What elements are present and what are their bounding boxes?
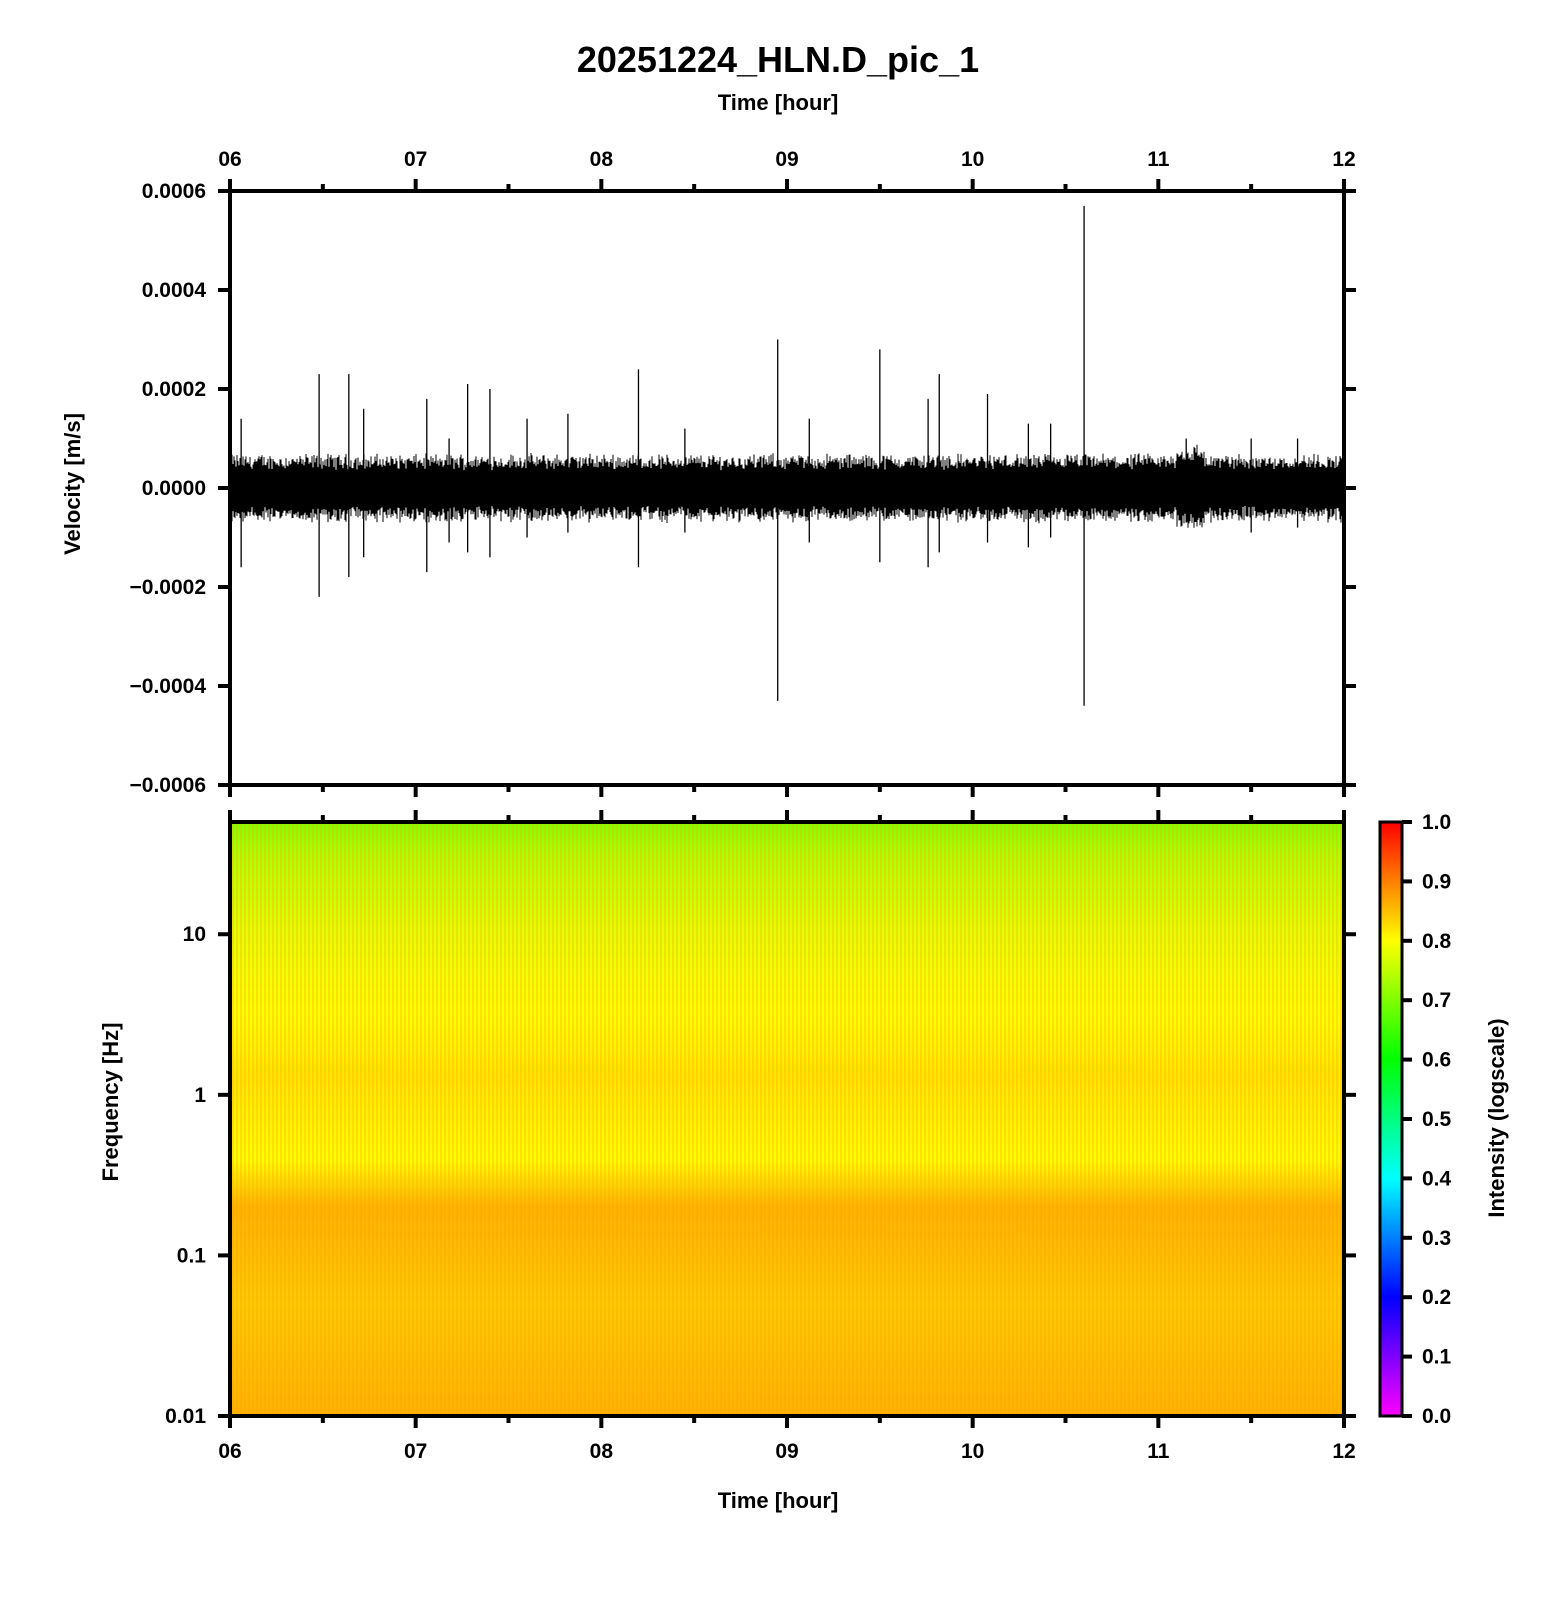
top-x-tick-label: 11 <box>1147 148 1170 171</box>
spectrogram-y-tick-label: 0.1 <box>177 1244 207 1267</box>
waveform-panel: 06 07 08 09 10 11 12 0.0006 0.0004 0.0002 0.0000 −0… <box>130 148 1356 797</box>
top-x-axis-label: Time [hour] <box>718 90 839 115</box>
waveform-y-tick-label: 0.0000 <box>142 477 206 500</box>
top-x-tick-label: 09 <box>775 148 798 171</box>
spectrogram-axes: 06 07 08 09 10 11 12 10 1 0.1 0.01 <box>165 810 1356 1463</box>
waveform-y-tick-label: −0.0004 <box>130 675 207 698</box>
bottom-x-tick-label: 07 <box>404 1440 427 1463</box>
colorbar-tick-label: 0.0 <box>1422 1405 1451 1428</box>
colorbar-tick-label: 0.5 <box>1422 1108 1452 1131</box>
top-x-tick-label: 06 <box>218 148 241 171</box>
bottom-x-axis-label: Time [hour] <box>718 1488 839 1513</box>
colorbar-tick-label: 0.1 <box>1422 1346 1452 1369</box>
colorbar-ticks: 0.0 0.1 0.2 0.3 0.4 0.5 0.6 0.7 0.8 0.9 1.0 <box>1402 811 1452 1428</box>
bottom-x-tick-label: 12 <box>1332 1440 1355 1463</box>
waveform-y-axis-label: Velocity [m/s] <box>60 413 85 555</box>
waveform-y-tick-label: −0.0006 <box>130 774 207 797</box>
waveform-axes: 06 07 08 09 10 11 12 0.0006 0.0004 0.0002 0.0000 −0… <box>130 148 1356 797</box>
top-x-tick-label: 12 <box>1332 148 1355 171</box>
spectrogram-y-tick-label: 10 <box>183 923 206 946</box>
colorbar-gradient <box>1380 822 1402 1416</box>
colorbar-tick-label: 0.6 <box>1422 1049 1451 1072</box>
colorbar: 0.0 0.1 0.2 0.3 0.4 0.5 0.6 0.7 0.8 0.9 1.0 <box>1378 811 1452 1428</box>
spectrogram-texture <box>230 822 1344 1416</box>
bottom-x-tick-label: 09 <box>775 1440 798 1463</box>
colorbar-tick-label: 0.3 <box>1422 1227 1451 1250</box>
waveform-y-tick-label: 0.0004 <box>142 279 207 302</box>
top-x-tick-label: 10 <box>961 148 984 171</box>
spectrogram-panel: 06 07 08 09 10 11 12 10 1 0.1 0.01 <box>165 810 1356 1463</box>
spectrogram-y-tick-label: 1 <box>194 1084 206 1107</box>
colorbar-label: Intensity (logscale) <box>1484 1018 1509 1217</box>
colorbar-tick-label: 0.9 <box>1422 870 1451 893</box>
chart-title: 20251224_HLN.D_pic_1 <box>577 39 979 80</box>
waveform-marks <box>230 205 1344 706</box>
top-x-tick-label: 07 <box>404 148 427 171</box>
colorbar-tick-label: 0.8 <box>1422 930 1452 953</box>
spectrogram-y-axis-label: Frequency [Hz] <box>98 1023 123 1182</box>
bottom-x-tick-label: 06 <box>218 1440 241 1463</box>
top-x-tick-label: 08 <box>590 148 614 171</box>
colorbar-tick-label: 0.4 <box>1422 1167 1452 1190</box>
bottom-x-tick-label: 11 <box>1147 1440 1170 1463</box>
spectrogram-y-tick-label: 0.01 <box>165 1405 206 1428</box>
waveform-noise-trace <box>230 444 1344 528</box>
colorbar-tick-label: 0.7 <box>1422 989 1451 1012</box>
waveform-y-tick-label: 0.0006 <box>142 180 206 203</box>
bottom-x-tick-label: 10 <box>961 1440 984 1463</box>
bottom-x-tick-label: 08 <box>590 1440 614 1463</box>
waveform-y-tick-label: 0.0002 <box>142 378 206 401</box>
waveform-y-tick-label: −0.0002 <box>130 576 207 599</box>
colorbar-tick-label: 0.2 <box>1422 1286 1451 1309</box>
colorbar-tick-label: 1.0 <box>1422 811 1451 834</box>
